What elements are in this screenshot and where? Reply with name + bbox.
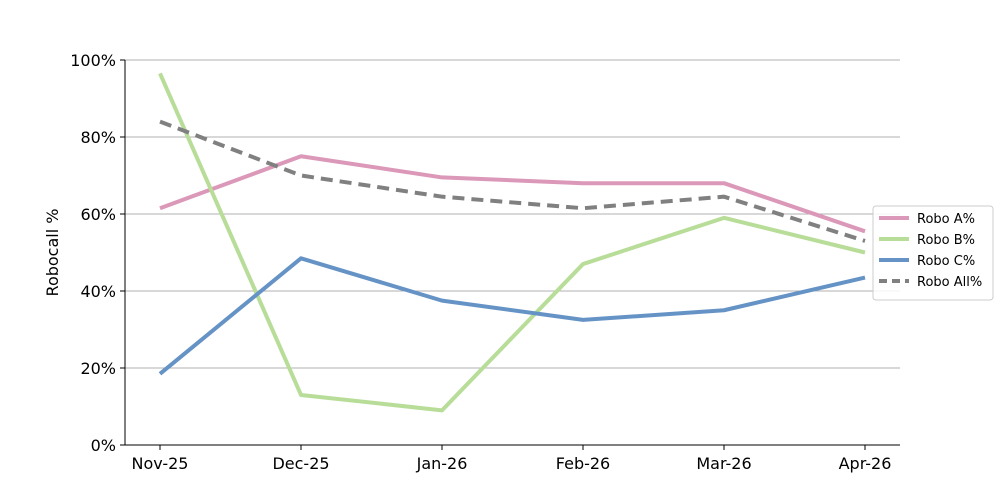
- x-tick-label: Mar-26: [696, 454, 751, 473]
- y-tick-label: 40%: [80, 282, 116, 301]
- y-tick-label: 60%: [80, 205, 116, 224]
- y-tick-label: 20%: [80, 359, 116, 378]
- series-line-robo-all: [159, 119, 866, 243]
- legend: Robo A% Robo B% Robo C% Robo All%: [872, 205, 994, 301]
- series-lines: [158, 72, 866, 413]
- legend-label: Robo C%: [917, 254, 975, 269]
- series-line-robo-b: [158, 72, 866, 413]
- y-tick-label: 80%: [80, 128, 116, 147]
- x-tick-label: Feb-26: [556, 454, 610, 473]
- x-tick-label: Dec-25: [272, 454, 329, 473]
- x-tick-label: Jan-26: [416, 454, 468, 473]
- series-line-robo-c: [158, 256, 866, 376]
- legend-label: Robo A%: [917, 212, 975, 227]
- y-axis-label: Robocall %: [43, 209, 62, 297]
- legend-label: Robo B%: [917, 233, 975, 248]
- axes: [124, 60, 900, 446]
- x-tick-label: Apr-26: [839, 454, 892, 473]
- y-tick-label: 0%: [91, 436, 116, 455]
- legend-label: Robo All%: [917, 275, 982, 290]
- x-axis-ticks: Nov-25 Dec-25 Jan-26 Feb-26 Mar-26 Apr-26: [132, 445, 892, 473]
- legend-box: [872, 205, 994, 301]
- y-tick-label: 100%: [70, 51, 116, 70]
- y-axis-ticks: 0% 20% 40% 60% 80% 100%: [70, 51, 125, 455]
- x-tick-label: Nov-25: [132, 454, 189, 473]
- series-line-robo-a: [159, 154, 866, 234]
